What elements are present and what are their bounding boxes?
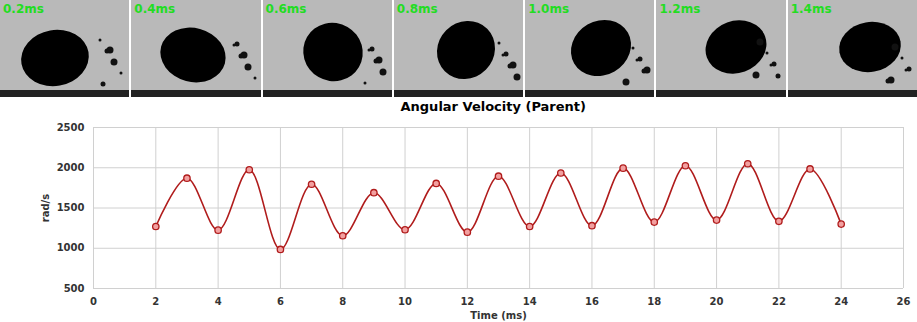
svg-text:26: 26 xyxy=(897,296,911,307)
svg-text:10: 10 xyxy=(398,296,412,307)
svg-text:rad/s: rad/s xyxy=(40,194,51,222)
svg-text:1500: 1500 xyxy=(57,202,85,213)
svg-text:4: 4 xyxy=(215,296,222,307)
html-text:0.8ms: 0.8ms xyxy=(396,2,438,16)
html-text:0.6ms: 0.6ms xyxy=(265,2,307,16)
svg-text:14: 14 xyxy=(523,296,537,307)
svg-text:6: 6 xyxy=(277,296,284,307)
svg-text:2500: 2500 xyxy=(57,122,85,133)
svg-text:500: 500 xyxy=(64,283,85,294)
svg-text:8: 8 xyxy=(339,296,346,307)
svg-text:18: 18 xyxy=(647,296,661,307)
svg-text:1000: 1000 xyxy=(57,242,85,253)
svg-text:22: 22 xyxy=(772,296,786,307)
svg-text:24: 24 xyxy=(834,296,848,307)
html-text:0.4ms: 0.4ms xyxy=(134,2,176,16)
html-text:1.2ms: 1.2ms xyxy=(659,2,701,16)
svg-text:Time (ms): Time (ms) xyxy=(470,310,526,321)
html-text:1.4ms: 1.4ms xyxy=(790,2,832,16)
svg-text:0: 0 xyxy=(90,296,97,307)
svg-text:12: 12 xyxy=(460,296,474,307)
html-text:1.0ms: 1.0ms xyxy=(528,2,569,16)
html-text:Angular Velocity (Parent): Angular Velocity (Parent) xyxy=(400,99,586,114)
svg-text:16: 16 xyxy=(585,296,599,307)
svg-text:2: 2 xyxy=(152,296,159,307)
svg-text:2000: 2000 xyxy=(57,162,85,173)
html-text:0.2ms: 0.2ms xyxy=(3,2,44,16)
svg-text:20: 20 xyxy=(710,296,724,307)
